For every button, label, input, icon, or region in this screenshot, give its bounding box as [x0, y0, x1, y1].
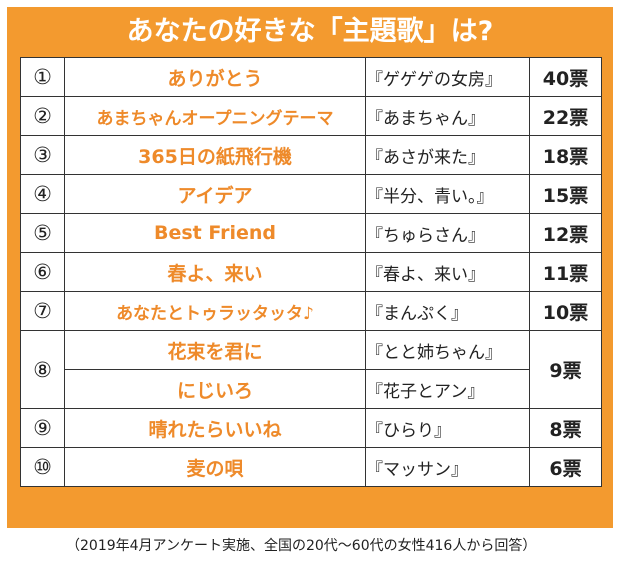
vote-count: 10票	[529, 291, 602, 331]
drama-title: 『花子とアン』	[365, 369, 530, 409]
song-title: 365日の紙飛行機	[64, 135, 366, 175]
table-row: ⑨ 晴れたらいいね 『ひらり』 8票	[20, 408, 602, 448]
drama-title: 『ひらり』	[365, 408, 530, 448]
table-row: ② あまちゃんオープニングテーマ 『あまちゃん』 22票	[20, 96, 602, 136]
song-title: アイデア	[64, 174, 366, 214]
rank-number: ⑤	[20, 213, 65, 253]
rank-number: ⑨	[20, 408, 65, 448]
vote-count: 6票	[529, 447, 602, 487]
song-title: ありがとう	[64, 57, 366, 97]
rank-number: ⑦	[20, 291, 65, 331]
rank-number: ③	[20, 135, 65, 175]
drama-title: 『ちゅらさん』	[365, 213, 530, 253]
rank-number: ①	[20, 57, 65, 97]
drama-title: 『ゲゲゲの女房』	[365, 57, 530, 97]
vote-count: 11票	[529, 252, 602, 292]
vote-count: 22票	[529, 96, 602, 136]
ranking-frame: あなたの好きな「主題歌」は? ① ありがとう 『ゲゲゲの女房』 40票 ② あま…	[7, 7, 613, 528]
table-row: ⑥ 春よ、来い 『春よ、来い』 11票	[20, 252, 602, 292]
rank-number: ④	[20, 174, 65, 214]
song-title: 晴れたらいいね	[64, 408, 366, 448]
song-title: にじいろ	[64, 369, 366, 409]
ranking-table: ① ありがとう 『ゲゲゲの女房』 40票 ② あまちゃんオープニングテーマ 『あ…	[20, 57, 602, 487]
drama-title: 『春よ、来い』	[365, 252, 530, 292]
table-row: ⑤ Best Friend 『ちゅらさん』 12票	[20, 213, 602, 253]
song-title: 麦の唄	[64, 447, 366, 487]
song-title: Best Friend	[64, 213, 366, 253]
rank-number: ⑧	[20, 330, 65, 409]
drama-title: 『あまちゃん』	[365, 96, 530, 136]
survey-footnote: （2019年4月アンケート実施、全国の20代〜60代の女性416人から回答）	[66, 538, 537, 554]
drama-title: 『まんぷく』	[365, 291, 530, 331]
vote-count: 40票	[529, 57, 602, 97]
vote-count: 15票	[529, 174, 602, 214]
table-row: ③ 365日の紙飛行機 『あさが来た』 18票	[20, 135, 602, 175]
table-row: ⑦ あなたとトゥラッタッタ♪ 『まんぷく』 10票	[20, 291, 602, 331]
rank-number: ②	[20, 96, 65, 136]
drama-title: 『とと姉ちゃん』	[365, 330, 530, 370]
table-row: にじいろ 『花子とアン』	[21, 369, 602, 409]
vote-count: 12票	[529, 213, 602, 253]
vote-count: 18票	[529, 135, 602, 175]
vote-count: 8票	[529, 408, 602, 448]
drama-title: 『半分、青い。』	[365, 174, 530, 214]
drama-title: 『あさが来た』	[365, 135, 530, 175]
table-row: ⑩ 麦の唄 『マッサン』 6票	[20, 447, 602, 487]
song-title: 花束を君に	[64, 330, 366, 370]
rank-number: ⑥	[20, 252, 65, 292]
vote-count: 9票	[529, 330, 602, 409]
rank-number: ⑩	[20, 447, 65, 487]
ranking-title: あなたの好きな「主題歌」は?	[126, 16, 494, 47]
song-title: あまちゃんオープニングテーマ	[64, 96, 366, 136]
table-row: ① ありがとう 『ゲゲゲの女房』 40票	[20, 57, 602, 97]
table-row: ⑧ 花束を君に 『とと姉ちゃん』 9票	[20, 330, 602, 409]
song-title: あなたとトゥラッタッタ♪	[64, 291, 366, 331]
song-title: 春よ、来い	[64, 252, 366, 292]
drama-title: 『マッサン』	[365, 447, 530, 487]
table-row: ④ アイデア 『半分、青い。』 15票	[20, 174, 602, 214]
